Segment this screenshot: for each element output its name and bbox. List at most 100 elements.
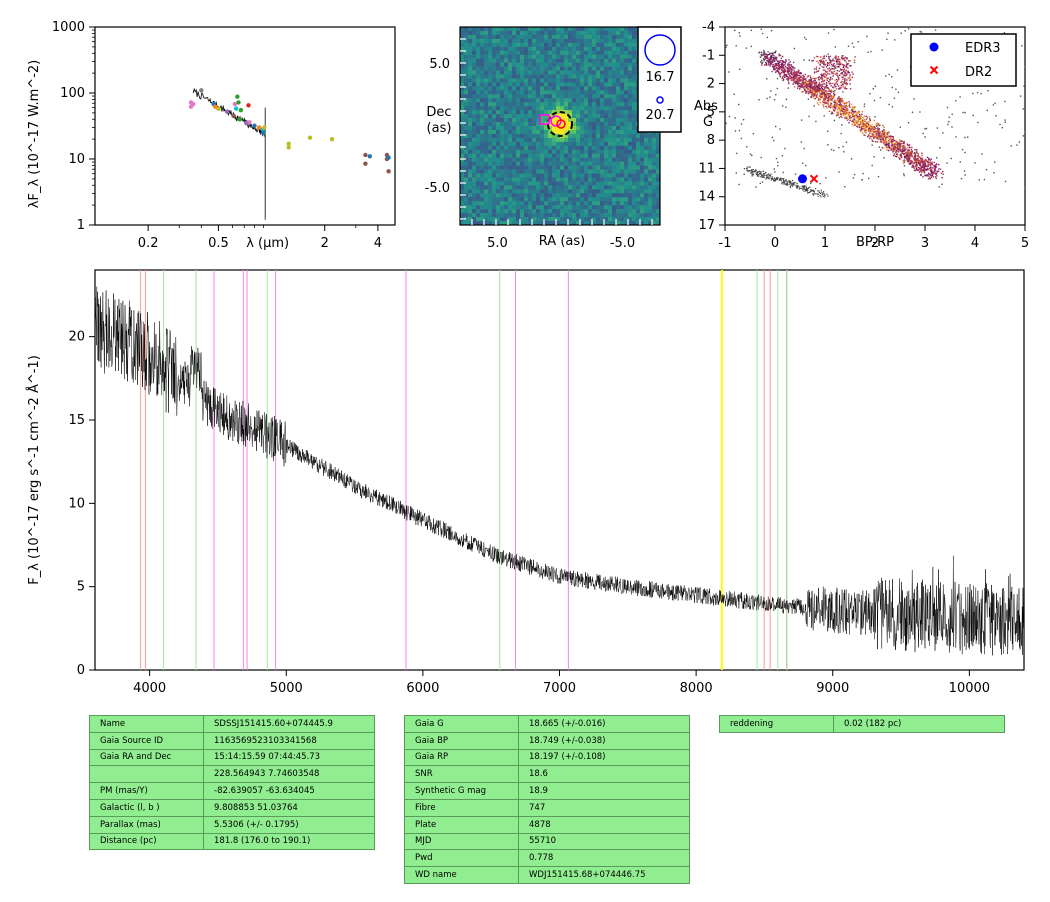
- pixel: [536, 201, 541, 206]
- pixel: [540, 78, 545, 83]
- pixel: [608, 122, 613, 127]
- pixel: [600, 153, 605, 158]
- pixel: [612, 205, 617, 210]
- hr-density-dot: [773, 168, 775, 170]
- pixel: [472, 126, 477, 131]
- pixel: [580, 86, 585, 91]
- hr-density-dot: [911, 151, 914, 153]
- pixel: [548, 197, 553, 202]
- pixel: [520, 118, 525, 123]
- hr-density-dot: [962, 111, 964, 114]
- hr-density-dot: [861, 179, 863, 181]
- hr-density-dot: [920, 167, 922, 170]
- pixel: [648, 197, 653, 202]
- pixel: [600, 165, 605, 170]
- pixel: [632, 205, 637, 210]
- pixel: [540, 110, 545, 115]
- hr-density-dot: [879, 141, 882, 143]
- pixel: [604, 165, 609, 170]
- pixel: [548, 173, 553, 178]
- pixel: [468, 102, 473, 107]
- hr-density-dot: [890, 135, 892, 137]
- pixel: [568, 118, 573, 123]
- pixel: [596, 205, 601, 210]
- hr-density-dot: [787, 72, 789, 74]
- pixel: [600, 82, 605, 87]
- hr-density-dot: [921, 158, 924, 161]
- pixel: [564, 30, 569, 36]
- hr-density-dot: [861, 123, 863, 126]
- hr-density-dot: [818, 81, 821, 84]
- pixel: [568, 149, 573, 155]
- hr-density-dot: [823, 89, 825, 91]
- pixel: [600, 118, 605, 123]
- hr-density-dot: [820, 90, 823, 92]
- pixel: [592, 201, 597, 206]
- hr-density-dot: [863, 134, 865, 136]
- hr-density-dot: [889, 138, 892, 140]
- pixel: [628, 205, 633, 210]
- pixel: [608, 86, 613, 91]
- pixel: [588, 129, 593, 135]
- pixel: [488, 185, 493, 190]
- hr-density-dot: [927, 159, 930, 161]
- pixel: [628, 78, 633, 83]
- pixel: [528, 173, 533, 178]
- pixel: [572, 126, 577, 131]
- pixel: [512, 177, 517, 182]
- hr-density-dot: [760, 55, 763, 57]
- pixel: [604, 173, 609, 178]
- hr-density-dot: [820, 86, 823, 89]
- pixel: [576, 50, 581, 56]
- pixel: [656, 189, 661, 194]
- pixel: [468, 217, 473, 222]
- hr-density-dot: [823, 62, 826, 64]
- hr-density-dot: [820, 84, 822, 86]
- pixel: [600, 62, 605, 67]
- pixel: [496, 94, 501, 99]
- hr-density-dot: [811, 81, 814, 83]
- pixel: [588, 185, 593, 190]
- hr-density-dot: [844, 74, 846, 77]
- hr-density-dot: [834, 106, 836, 109]
- hr-density-dot: [828, 110, 831, 112]
- pixel: [504, 38, 509, 44]
- hr-density-dot: [840, 68, 842, 70]
- hr-density-dot: [920, 165, 922, 167]
- hr-density-dot: [884, 141, 887, 144]
- pixel: [528, 161, 533, 166]
- hr-density-dot: [829, 104, 832, 106]
- pixel: [544, 197, 549, 202]
- pixel: [612, 110, 617, 115]
- hr-density-dot: [810, 90, 812, 92]
- pixel: [500, 201, 505, 206]
- pixel: [608, 197, 613, 202]
- pixel: [564, 141, 569, 147]
- pixel: [484, 58, 489, 63]
- pixel: [628, 133, 633, 139]
- hr-density-dot: [860, 123, 862, 125]
- pixel: [636, 201, 641, 206]
- pixel: [520, 27, 525, 32]
- hr-density-dot: [816, 85, 818, 88]
- pixel: [596, 177, 601, 182]
- hr-density-dot: [891, 141, 893, 143]
- hr-density-dot: [932, 172, 934, 175]
- pixel: [520, 221, 525, 226]
- pixel: [616, 86, 621, 91]
- pixel: [636, 189, 641, 194]
- hr-density-dot: [798, 70, 800, 73]
- pixel: [564, 189, 569, 194]
- pixel: [588, 94, 593, 99]
- pixel: [580, 106, 585, 111]
- pixel: [588, 90, 593, 95]
- hr-density-dot: [825, 66, 828, 68]
- pixel: [532, 161, 537, 166]
- pixel: [584, 149, 589, 155]
- hr-density-dot: [814, 90, 817, 92]
- hr-density-dot: [892, 136, 894, 138]
- pixel: [484, 197, 489, 202]
- pixel: [576, 161, 581, 166]
- hr-density-dot: [852, 112, 854, 115]
- pixel: [472, 217, 477, 222]
